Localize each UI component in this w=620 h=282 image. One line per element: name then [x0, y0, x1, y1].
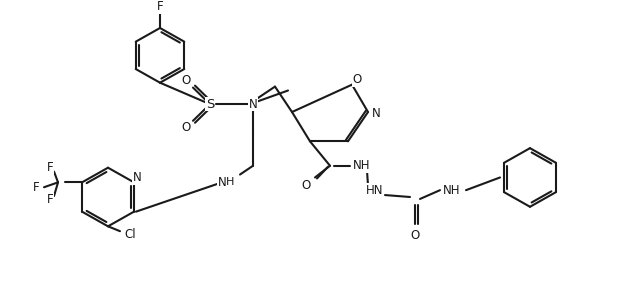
Text: F: F [46, 161, 53, 174]
Text: S: S [206, 98, 214, 111]
Text: O: O [182, 121, 190, 134]
Text: N: N [133, 171, 141, 184]
Text: NH: NH [353, 159, 371, 172]
Text: H: H [226, 177, 234, 187]
Text: O: O [410, 229, 420, 242]
Text: O: O [182, 74, 190, 87]
Text: O: O [301, 179, 311, 192]
Text: N: N [371, 107, 381, 120]
Text: NH: NH [443, 184, 461, 197]
Text: F: F [33, 181, 39, 194]
Text: N: N [249, 98, 257, 111]
Text: O: O [352, 73, 361, 86]
Text: Cl: Cl [124, 228, 136, 241]
Text: HN: HN [366, 184, 384, 197]
Text: N: N [218, 176, 226, 189]
Text: F: F [46, 193, 53, 206]
Text: F: F [157, 0, 163, 13]
